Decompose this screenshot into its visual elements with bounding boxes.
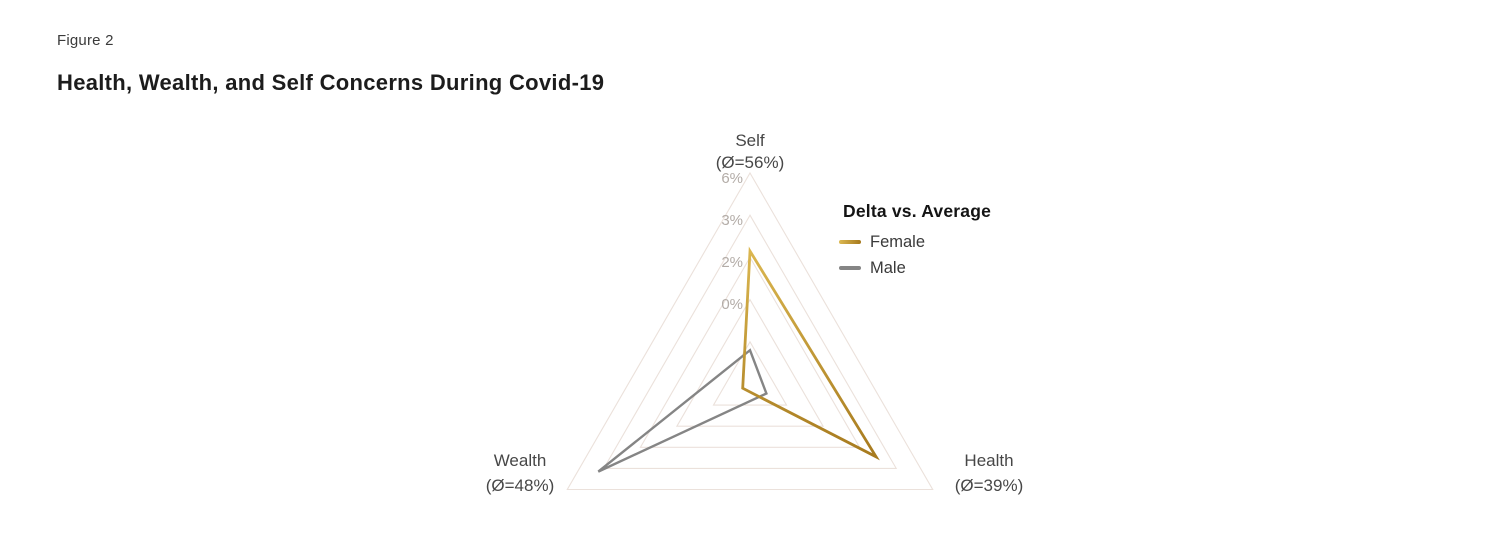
grid-ring-0pct (675, 298, 825, 427)
legend: Delta vs. Average Female Male (839, 201, 991, 285)
axis-label-health: Health (964, 451, 1013, 470)
female-color-swatch (839, 239, 861, 245)
axis-label-self: Self (735, 131, 765, 150)
series-line-female (741, 246, 880, 461)
legend-item-male: Male (839, 259, 991, 277)
axis-average-self: (Ø=56%) (716, 153, 785, 172)
grid-ring-6pct (566, 171, 934, 491)
legend-item-female: Female (839, 233, 991, 251)
tick-label-3pct: 3% (721, 212, 743, 229)
page-title: Health, Wealth, and Self Concerns During… (57, 70, 605, 95)
grid-ring-2pct (639, 256, 861, 448)
legend-label-female: Female (870, 232, 926, 251)
axis-average-wealth: (Ø=48%) (486, 476, 555, 495)
legend-label-male: Male (870, 258, 906, 277)
tick-label-2pct: 2% (721, 254, 743, 271)
grid-ring-4pct (602, 214, 898, 469)
tick-label-0pct: 0% (721, 296, 743, 313)
figure-number: Figure 2 (57, 32, 114, 49)
axis-vertex-labels: Self (Ø=56%) Health (Ø=39%) Wealth (Ø=48… (486, 131, 1024, 495)
grid-ring--2pct (712, 340, 788, 406)
tick-label-6pct: 6% (721, 170, 743, 187)
series-line-male (597, 348, 768, 473)
axis-average-health: (Ø=39%) (955, 476, 1024, 495)
grid-rings (566, 171, 934, 491)
axis-ticks: 6% 3% 2% 0% (721, 170, 743, 313)
axis-label-wealth: Wealth (494, 451, 547, 470)
legend-title: Delta vs. Average (843, 201, 992, 221)
data-series (597, 246, 880, 473)
male-color-swatch (839, 265, 861, 271)
